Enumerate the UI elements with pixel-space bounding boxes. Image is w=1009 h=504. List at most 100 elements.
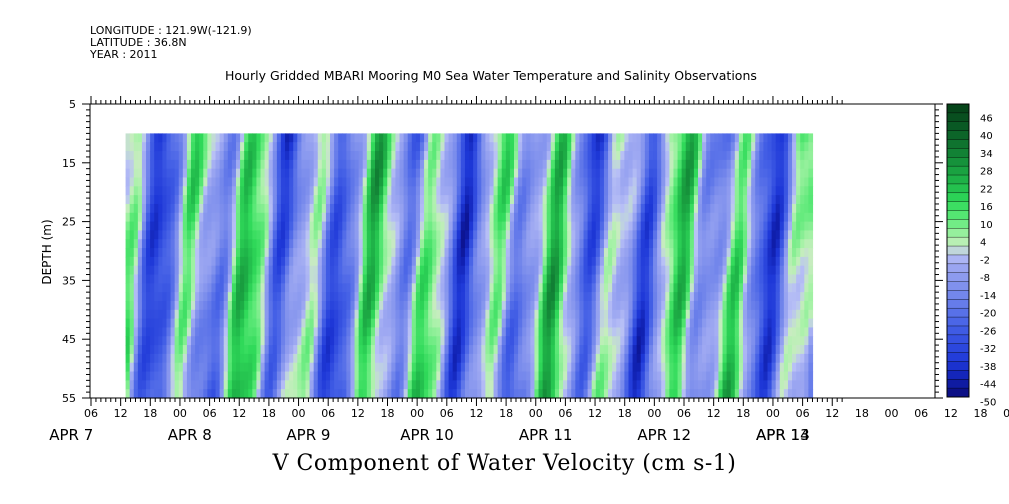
- heatmap-cell: [595, 336, 601, 346]
- heatmap-cell: [252, 186, 258, 196]
- heatmap-cell: [452, 300, 458, 311]
- heatmap-cell: [362, 168, 368, 179]
- heatmap-cell: [718, 300, 724, 311]
- heatmap-cell: [358, 283, 364, 293]
- heatmap-cell: [575, 371, 581, 381]
- heatmap-cell: [648, 256, 654, 267]
- heatmap-cell: [191, 353, 196, 364]
- heatmap-cell: [215, 186, 221, 196]
- heatmap-cell: [796, 212, 801, 223]
- heatmap-cell: [309, 380, 315, 390]
- longitude-label: LONGITUDE : 121.9W(-121.9): [90, 24, 252, 37]
- heatmap-cell: [587, 345, 593, 355]
- heatmap-cell: [501, 362, 507, 373]
- heatmap-cell: [473, 380, 478, 390]
- heatmap-cell: [685, 256, 691, 267]
- heatmap-cell: [608, 151, 613, 161]
- heatmap-cell: [182, 318, 188, 329]
- heatmap-cell: [477, 256, 482, 267]
- heatmap-cell: [440, 371, 446, 381]
- heatmap-cell: [182, 177, 188, 187]
- heatmap-cell: [632, 283, 638, 293]
- heatmap-cell: [493, 336, 499, 346]
- heatmap-cell: [583, 168, 589, 179]
- heatmap-cell: [657, 186, 662, 196]
- heatmap-cell: [501, 186, 507, 196]
- heatmap-cell: [215, 239, 221, 249]
- heatmap-cell: [195, 300, 200, 311]
- heatmap-cell: [493, 309, 499, 320]
- heatmap-cell: [509, 389, 515, 399]
- heatmap-cell: [444, 274, 450, 284]
- heatmap-cell: [154, 292, 159, 302]
- heatmap-cell: [256, 327, 262, 337]
- heatmap-cell: [632, 212, 638, 223]
- heatmap-cell: [563, 186, 568, 196]
- heatmap-cell: [264, 362, 270, 373]
- heatmap-cell: [628, 159, 634, 170]
- heatmap-cell: [268, 248, 274, 258]
- heatmap-cell: [301, 239, 307, 249]
- heatmap-cell: [129, 248, 135, 258]
- heatmap-cell: [158, 186, 163, 196]
- heatmap-cell: [473, 300, 478, 311]
- heatmap-cell: [415, 265, 421, 276]
- heatmap-cell: [182, 168, 188, 179]
- heatmap-cell: [289, 327, 294, 337]
- heatmap-cell: [125, 203, 131, 214]
- heatmap-cell: [330, 248, 335, 258]
- heatmap-cell: [542, 203, 548, 214]
- heatmap-cell: [804, 142, 809, 152]
- heatmap-cell: [264, 239, 270, 249]
- heatmap-cell: [379, 309, 384, 320]
- heatmap-cell: [648, 133, 654, 143]
- heatmap-cell: [452, 292, 458, 302]
- heatmap-cell: [391, 380, 397, 390]
- heatmap-cell: [456, 212, 462, 223]
- heatmap-cell: [452, 221, 458, 232]
- heatmap-cell: [354, 274, 360, 284]
- heatmap-cell: [469, 327, 474, 337]
- heatmap-cell: [199, 292, 204, 302]
- heatmap-cell: [162, 336, 168, 346]
- heatmap-cell: [792, 300, 797, 311]
- heatmap-cell: [289, 177, 294, 187]
- heatmap-cell: [395, 230, 401, 240]
- heatmap-cell: [509, 362, 515, 373]
- heatmap-cell: [722, 380, 728, 390]
- heatmap-cell: [624, 265, 630, 276]
- heatmap-cell: [563, 389, 568, 399]
- heatmap-cell: [186, 221, 192, 232]
- heatmap-cell: [370, 336, 376, 346]
- heatmap-cell: [321, 151, 327, 161]
- heatmap-cell: [178, 300, 184, 311]
- heatmap-cell: [244, 318, 249, 329]
- heatmap-cell: [653, 283, 658, 293]
- heatmap-cell: [146, 353, 151, 364]
- heatmap-cell: [354, 300, 360, 311]
- heatmap-cell: [436, 151, 442, 161]
- heatmap-cell: [738, 309, 744, 320]
- heatmap-cell: [354, 159, 360, 170]
- heatmap-cell: [211, 300, 217, 311]
- heatmap-cell: [771, 221, 777, 232]
- heatmap-cell: [379, 362, 384, 373]
- heatmap-cell: [137, 353, 143, 364]
- heatmap-cell: [387, 300, 392, 311]
- heatmap-cell: [718, 265, 724, 276]
- heatmap-cell: [411, 212, 417, 223]
- heatmap-cell: [677, 230, 683, 240]
- heatmap-cell: [612, 318, 617, 329]
- heatmap-cell: [440, 380, 446, 390]
- heatmap-cell: [379, 177, 384, 187]
- heatmap-cell: [648, 151, 654, 161]
- heatmap-cell: [526, 142, 531, 152]
- heatmap-cell: [444, 389, 450, 399]
- heatmap-cell: [252, 203, 258, 214]
- heatmap-cell: [534, 362, 540, 373]
- heatmap-cell: [370, 168, 376, 179]
- heatmap-cell: [268, 327, 274, 337]
- heatmap-cell: [301, 353, 307, 364]
- heatmap-cell: [514, 300, 519, 311]
- heatmap-cell: [698, 336, 703, 346]
